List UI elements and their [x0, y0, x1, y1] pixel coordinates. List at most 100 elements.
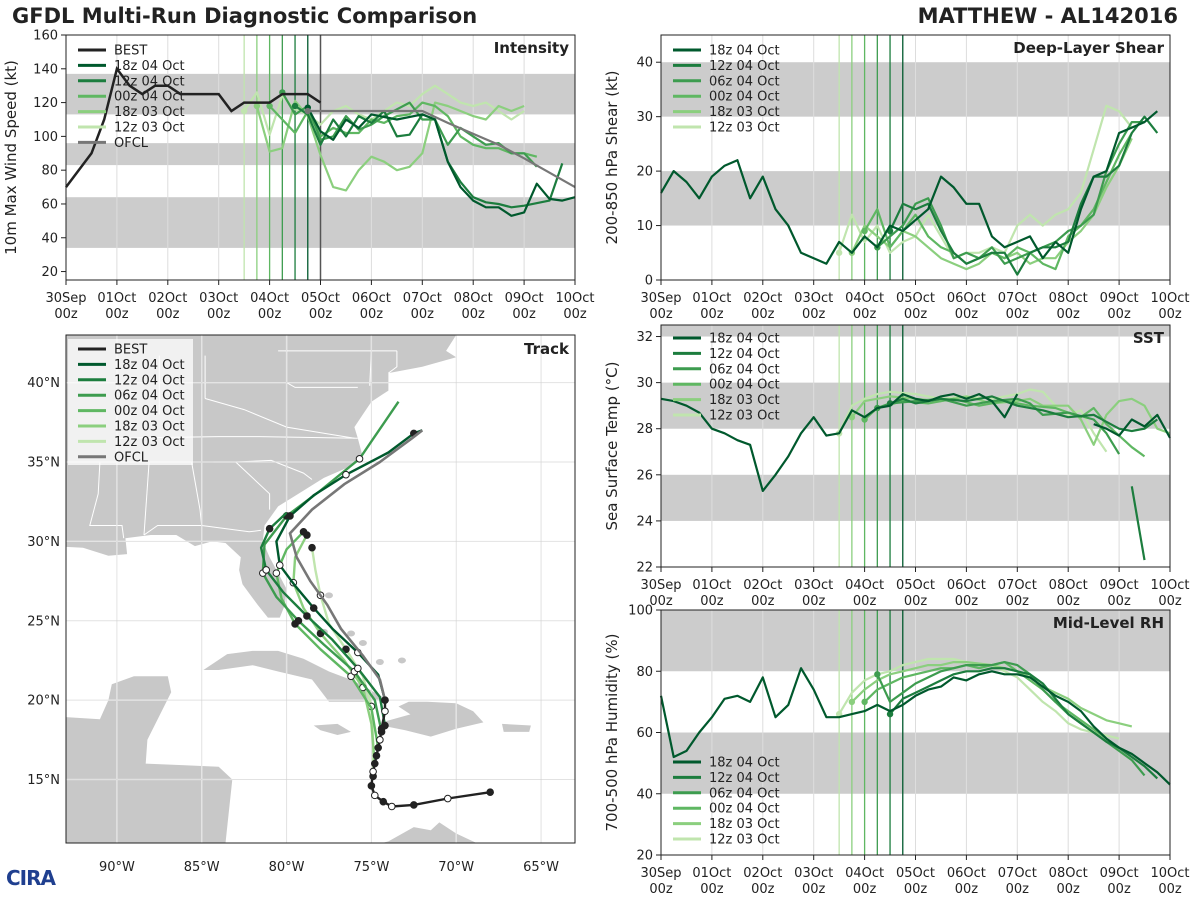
- shear-ytick-label: 0: [645, 274, 653, 289]
- track-run-point: [272, 569, 281, 577]
- south-america-land: [320, 822, 575, 843]
- rh-ylabel: 700-500 hPa Humidity (%): [603, 633, 621, 831]
- rh-xtick-hour: 00z: [649, 882, 673, 897]
- sst-panel-title: SST: [1133, 329, 1165, 347]
- shear-legend-label: 12z 04 Oct: [709, 59, 780, 74]
- intensity-xtick-label: 03Oct: [199, 291, 238, 306]
- track-lat-label: 15°N: [27, 773, 60, 788]
- intensity-xtick-label: 09Oct: [505, 291, 544, 306]
- track-legend-box: [68, 339, 193, 465]
- shear-series-line: [838, 104, 1133, 260]
- rh-xtick-label: 05Oct: [896, 866, 935, 881]
- intensity-xtick-hour: 00z: [360, 307, 384, 322]
- track-run-point: [265, 524, 274, 533]
- rh-xtick-hour: 00z: [904, 882, 928, 897]
- shear-xtick-hour: 00z: [649, 307, 673, 322]
- intensity-panel-title: Intensity: [494, 39, 570, 57]
- track-run-point: [294, 616, 303, 625]
- track-lon-label: 75°W: [353, 860, 389, 875]
- track-run-point: [275, 561, 284, 569]
- shear-ylabel: 200-850 hPa Shear (kt): [603, 71, 621, 245]
- track-legend-label: OFCL: [114, 450, 149, 465]
- shear-legend-label: 00z 04 Oct: [709, 90, 780, 105]
- rh-xtick-hour: 00z: [1057, 882, 1081, 897]
- rh-series-line: [659, 667, 1171, 786]
- track-lat-label: 20°N: [27, 694, 60, 709]
- track-lon-label: 90°W: [99, 860, 135, 875]
- intensity-xtick-hour: 00z: [563, 307, 587, 322]
- sst-xtick-label: 10Oct: [1150, 578, 1189, 593]
- track-best-point: [367, 782, 376, 790]
- sst-ylabel: Sea Surface Temp (°C): [603, 361, 621, 530]
- intensity-panel: 2040608010012014016030Sep00z01Oct00z02Oc…: [2, 29, 595, 323]
- figure-title: GFDL Multi-Run Diagnostic Comparison: [12, 4, 478, 28]
- intensity-xtick-hour: 00z: [258, 307, 282, 322]
- track-run-point: [262, 566, 271, 574]
- shear-ytick-label: 40: [636, 56, 653, 71]
- rh-legend-label: 12z 03 Oct: [709, 833, 780, 848]
- sst-ytick-label: 26: [636, 468, 653, 483]
- intensity-ytick-label: 80: [41, 164, 58, 179]
- track-best-point: [372, 751, 381, 760]
- track-run-line: [261, 401, 400, 733]
- intensity-legend-label: 18z 04 Oct: [114, 59, 185, 74]
- bahamas-island: [347, 630, 356, 637]
- intensity-ofcl-series: [307, 109, 576, 189]
- shear-xtick-hour: 00z: [751, 307, 775, 322]
- track-best-point: [370, 791, 379, 800]
- sst-xtick-hour: 00z: [1158, 594, 1182, 609]
- sst-series-line: [889, 395, 1158, 433]
- rh-xtick-hour: 00z: [700, 882, 724, 897]
- sst-ytick-label: 22: [636, 561, 653, 576]
- sst-ytick-label: 30: [636, 376, 653, 391]
- shear-xtick-hour: 00z: [955, 307, 979, 322]
- rh-xtick-label: 06Oct: [947, 866, 986, 881]
- rh-legend-label: 12z 04 Oct: [709, 771, 780, 786]
- sst-xtick-hour: 00z: [1107, 594, 1131, 609]
- shear-xtick-label: 02Oct: [743, 291, 782, 306]
- rh-xtick-label: 10Oct: [1150, 866, 1189, 881]
- intensity-ytick-label: 100: [33, 130, 58, 145]
- track-run-point: [342, 470, 350, 479]
- intensity-xtick-hour: 00z: [462, 307, 486, 322]
- shear-legend-label: 18z 03 Oct: [709, 105, 780, 120]
- rh-xtick-label: 30Sep: [640, 866, 681, 881]
- shear-xtick-hour: 00z: [1158, 307, 1182, 322]
- track-run-point: [286, 512, 294, 520]
- track-best-point: [379, 797, 388, 806]
- sst-xtick-label: 05Oct: [896, 578, 935, 593]
- sst-xtick-hour: 00z: [904, 594, 928, 609]
- intensity-xtick-hour: 00z: [512, 307, 536, 322]
- track-lines: [259, 401, 494, 811]
- sst-legend-label: 12z 03 Oct: [709, 409, 780, 424]
- intensity-xtick-label: 08Oct: [454, 291, 493, 306]
- shear-xtick-label: 09Oct: [1100, 291, 1139, 306]
- intensity-xtick-label: 01Oct: [97, 291, 136, 306]
- shear-legend-label: 12z 03 Oct: [709, 121, 780, 136]
- sst-xtick-hour: 00z: [700, 594, 724, 609]
- track-best-point: [486, 788, 494, 797]
- track-frame: [65, 334, 576, 844]
- rh-xtick-label: 03Oct: [794, 866, 833, 881]
- sst-series-start-point: [861, 416, 868, 423]
- rh-legend-label: 00z 04 Oct: [709, 802, 780, 817]
- shear-xtick-label: 10Oct: [1150, 291, 1189, 306]
- track-lon-label: 85°W: [184, 860, 220, 875]
- intensity-xtick-label: 05Oct: [301, 291, 340, 306]
- rh-ytick-label: 20: [636, 849, 653, 864]
- sst-xtick-label: 07Oct: [998, 578, 1037, 593]
- shear-ytick-label: 10: [636, 219, 653, 234]
- rh-ytick-label: 80: [636, 665, 653, 680]
- shear-series-start-point: [835, 249, 843, 256]
- rh-xtick-hour: 00z: [853, 882, 877, 897]
- sst-series-line: [660, 393, 1019, 492]
- rh-xtick-hour: 00z: [1158, 882, 1182, 897]
- shear-xtick-label: 08Oct: [1049, 291, 1088, 306]
- track-best-point: [381, 707, 389, 716]
- track-legend-label: 12z 04 Oct: [114, 373, 185, 388]
- shear-xtick-label: 06Oct: [947, 291, 986, 306]
- track-lon-label: 80°W: [269, 860, 305, 875]
- sst-legend-label: 00z 04 Oct: [709, 378, 780, 393]
- intensity-xtick-label: 07Oct: [403, 291, 442, 306]
- rh-series-start-point: [861, 698, 868, 706]
